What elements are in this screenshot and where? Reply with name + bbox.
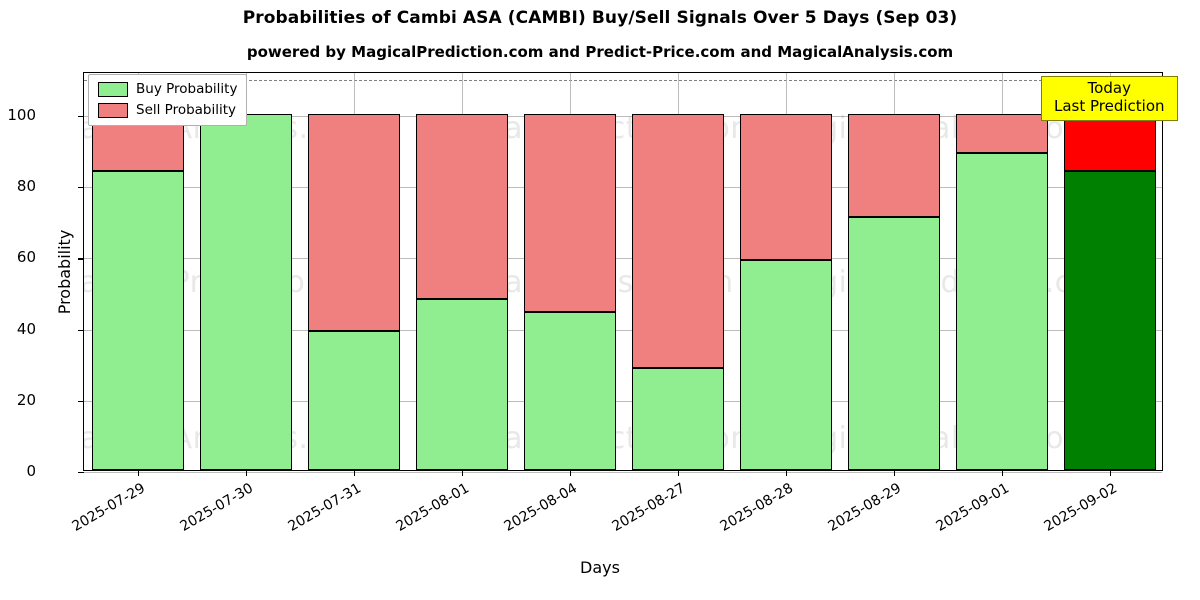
- legend-swatch-sell: [98, 102, 128, 118]
- legend-item-buy: Buy Probability: [98, 81, 237, 97]
- x-tick-mark: [570, 470, 572, 476]
- x-tick-mark: [786, 470, 788, 476]
- x-tick-mark: [1110, 470, 1112, 476]
- x-tick-mark: [354, 470, 356, 476]
- bar-segment-buy[interactable]: [955, 152, 1049, 470]
- bar-segment-sell[interactable]: [307, 113, 401, 332]
- bar-group[interactable]: [91, 71, 185, 470]
- x-tick-label: 2025-07-31: [285, 480, 364, 535]
- y-tick-mark: [78, 187, 84, 189]
- bar-group[interactable]: [1063, 71, 1157, 470]
- bar-segment-buy[interactable]: [847, 217, 941, 470]
- x-tick-mark: [246, 470, 248, 476]
- y-tick-mark: [78, 258, 84, 260]
- bar-group[interactable]: [307, 71, 401, 470]
- plot-area: MagicalAnalysis.comMagicalPrediction.com…: [55, 72, 1163, 476]
- today-annotation-line2: Last Prediction: [1054, 96, 1165, 115]
- x-axis-label: Days: [580, 558, 620, 577]
- x-tick-label: 2025-08-04: [501, 480, 580, 535]
- bar-segment-sell[interactable]: [955, 113, 1049, 153]
- x-tick-label: 2025-07-29: [69, 480, 148, 535]
- x-tick-mark: [1002, 470, 1004, 476]
- bar-segment-buy[interactable]: [739, 259, 833, 470]
- y-tick-mark: [78, 400, 84, 403]
- bar-segment-sell[interactable]: [1063, 113, 1157, 171]
- bar-group[interactable]: [955, 71, 1049, 470]
- y-tick-label: 40: [16, 319, 36, 338]
- y-tick-label: 0: [26, 462, 36, 480]
- y-tick-label: 60: [16, 248, 36, 267]
- x-tick-mark: [894, 470, 896, 476]
- bar-segment-sell[interactable]: [739, 113, 833, 260]
- x-tick-mark: [462, 470, 464, 476]
- bar-group[interactable]: [739, 71, 833, 470]
- bar-group[interactable]: [847, 71, 941, 470]
- x-tick-label: 2025-07-30: [177, 480, 256, 535]
- x-tick-label: 2025-09-01: [933, 480, 1012, 535]
- y-tick-mark: [78, 329, 84, 331]
- y-tick-mark: [78, 115, 84, 118]
- x-tick-mark: [138, 470, 140, 476]
- today-annotation: Today Last Prediction: [1041, 76, 1178, 122]
- bar-segment-sell[interactable]: [415, 113, 509, 299]
- bar-group[interactable]: [415, 71, 509, 470]
- chart-subtitle: powered by MagicalPrediction.com and Pre…: [246, 43, 954, 61]
- bar-segment-sell[interactable]: [523, 113, 617, 312]
- legend-label-sell: Sell Probability: [136, 102, 237, 118]
- bar-group[interactable]: [523, 71, 617, 470]
- x-tick-label: 2025-09-02: [1041, 480, 1120, 535]
- y-tick-label: 80: [16, 177, 36, 195]
- bar-segment-buy[interactable]: [523, 311, 617, 470]
- x-tick-label: 2025-08-28: [717, 480, 796, 535]
- y-tick-mark: [78, 472, 84, 474]
- bar-segment-buy[interactable]: [307, 331, 401, 470]
- bar-segment-buy[interactable]: [91, 170, 185, 470]
- y-tick-label: 20: [16, 390, 36, 409]
- bar-segment-buy[interactable]: [631, 368, 725, 470]
- x-tick-label: 2025-08-29: [825, 480, 904, 535]
- bar-segment-buy[interactable]: [199, 113, 293, 470]
- y-tick-label: 100: [7, 105, 36, 124]
- bar-layer: [84, 73, 1162, 470]
- legend-label-buy: Buy Probability: [136, 81, 238, 97]
- legend-swatch-buy: [98, 81, 128, 97]
- bar-segment-sell[interactable]: [847, 113, 941, 218]
- bar-segment-buy[interactable]: [415, 299, 509, 470]
- legend-item-sell: Sell Probability: [98, 102, 237, 118]
- bar-group[interactable]: [199, 71, 293, 470]
- y-axis-label: Probability: [54, 229, 74, 314]
- chart-title: Probabilities of Cambi ASA (CAMBI) Buy/S…: [242, 8, 958, 28]
- x-tick-label: 2025-08-01: [393, 480, 472, 535]
- chart-legend: Buy Probability Sell Probability: [88, 74, 248, 126]
- bar-segment-buy[interactable]: [1063, 170, 1157, 470]
- x-tick-label: 2025-08-27: [609, 480, 688, 535]
- bar-group[interactable]: [631, 71, 725, 470]
- x-tick-mark: [678, 470, 680, 476]
- bar-segment-sell[interactable]: [631, 113, 725, 369]
- today-annotation-line1: Today: [1087, 79, 1131, 97]
